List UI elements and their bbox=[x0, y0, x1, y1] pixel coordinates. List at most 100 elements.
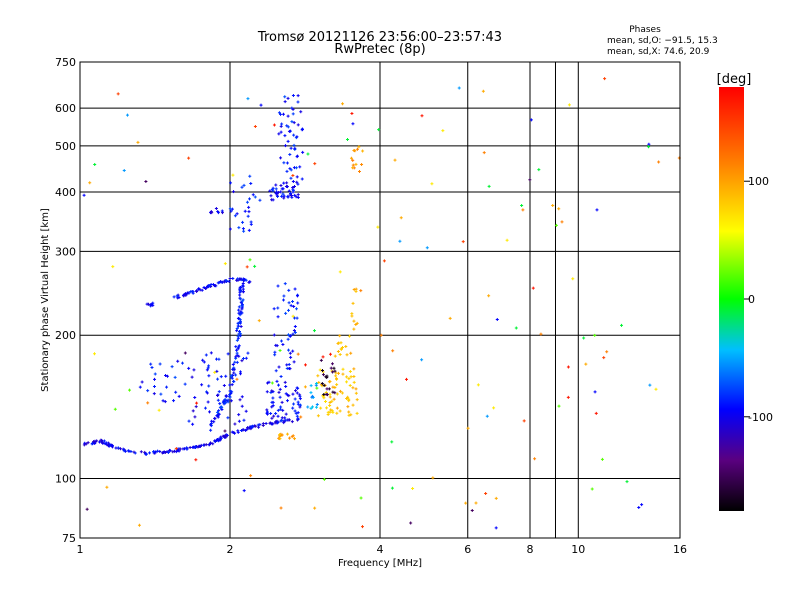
data-point bbox=[244, 278, 248, 282]
data-point bbox=[657, 160, 661, 164]
data-point bbox=[282, 181, 286, 185]
data-point bbox=[296, 411, 300, 415]
data-point bbox=[294, 195, 298, 199]
data-point bbox=[335, 383, 339, 387]
chart-title: Tromsø 20121126 23:56:00–23:57:43 bbox=[257, 30, 502, 45]
data-point bbox=[259, 103, 263, 107]
data-point bbox=[197, 287, 201, 291]
data-point bbox=[236, 347, 240, 351]
data-point bbox=[164, 373, 168, 377]
data-point bbox=[209, 441, 213, 445]
data-point bbox=[594, 411, 598, 415]
data-point bbox=[377, 128, 381, 132]
data-point bbox=[409, 521, 413, 525]
data-point bbox=[216, 377, 220, 381]
data-point bbox=[293, 146, 297, 150]
chart-subtitle: RwPretec (8p) bbox=[334, 42, 425, 57]
data-point bbox=[144, 452, 148, 456]
data-point bbox=[219, 435, 223, 439]
data-point bbox=[266, 381, 270, 385]
data-point bbox=[291, 186, 295, 190]
data-point bbox=[288, 129, 292, 133]
data-point bbox=[190, 375, 194, 379]
data-point bbox=[340, 347, 344, 351]
data-point bbox=[360, 163, 364, 167]
data-point bbox=[138, 385, 142, 389]
data-point bbox=[640, 503, 644, 507]
data-point bbox=[286, 337, 290, 341]
data-point bbox=[345, 353, 349, 357]
data-point bbox=[345, 380, 349, 384]
data-point bbox=[288, 436, 292, 440]
data-point bbox=[620, 323, 624, 327]
data-point bbox=[174, 390, 178, 394]
data-point bbox=[321, 355, 325, 359]
data-point bbox=[566, 365, 570, 369]
data-point bbox=[335, 411, 339, 415]
data-point bbox=[270, 422, 274, 426]
data-point bbox=[291, 107, 295, 111]
data-point bbox=[354, 387, 358, 391]
data-point bbox=[284, 418, 288, 422]
data-point bbox=[349, 351, 353, 355]
data-point bbox=[161, 399, 165, 403]
data-point bbox=[295, 386, 299, 390]
data-point bbox=[206, 400, 210, 404]
data-point bbox=[345, 375, 349, 379]
data-point bbox=[126, 449, 130, 453]
data-point bbox=[292, 437, 296, 441]
data-point bbox=[281, 112, 285, 116]
data-point bbox=[448, 316, 452, 320]
data-point bbox=[223, 397, 227, 401]
data-point bbox=[285, 363, 289, 367]
data-point bbox=[248, 174, 252, 178]
data-point bbox=[113, 407, 117, 411]
data-point bbox=[245, 428, 249, 432]
data-point bbox=[331, 410, 335, 414]
data-point bbox=[529, 118, 533, 122]
data-point bbox=[291, 93, 295, 97]
data-point bbox=[282, 196, 286, 200]
data-point bbox=[234, 355, 238, 359]
data-point bbox=[296, 402, 300, 406]
data-point bbox=[292, 402, 296, 406]
data-point bbox=[299, 110, 303, 114]
data-point bbox=[191, 445, 195, 449]
y-tick-label: 600 bbox=[55, 102, 76, 115]
data-point bbox=[242, 418, 246, 422]
data-point bbox=[566, 395, 570, 399]
data-point bbox=[341, 346, 345, 350]
data-point bbox=[296, 193, 300, 197]
data-point bbox=[238, 293, 242, 297]
data-point bbox=[321, 368, 325, 372]
data-point bbox=[279, 374, 283, 378]
data-point bbox=[319, 358, 323, 362]
data-point bbox=[241, 283, 245, 287]
data-point bbox=[177, 394, 181, 398]
data-point bbox=[247, 228, 251, 232]
data-point bbox=[625, 480, 629, 484]
x-tick-labels: 1 2 4 6 8 10 16 bbox=[77, 543, 688, 556]
data-point bbox=[235, 278, 239, 282]
data-point bbox=[246, 214, 250, 218]
data-point bbox=[280, 194, 284, 198]
data-point bbox=[294, 389, 298, 393]
data-point bbox=[320, 382, 324, 386]
data-point bbox=[243, 209, 247, 213]
data-point bbox=[237, 344, 241, 348]
data-point bbox=[348, 384, 352, 388]
data-point bbox=[296, 182, 300, 186]
data-point bbox=[334, 371, 338, 375]
data-point bbox=[173, 449, 177, 453]
data-point bbox=[333, 354, 337, 358]
data-point bbox=[272, 414, 276, 418]
data-point bbox=[235, 326, 239, 330]
data-point bbox=[293, 397, 297, 401]
data-point bbox=[278, 387, 282, 391]
data-point bbox=[551, 204, 555, 208]
data-point bbox=[270, 389, 274, 393]
data-point bbox=[295, 391, 299, 395]
data-point bbox=[279, 506, 283, 510]
data-point bbox=[226, 352, 230, 356]
data-point bbox=[249, 182, 253, 186]
